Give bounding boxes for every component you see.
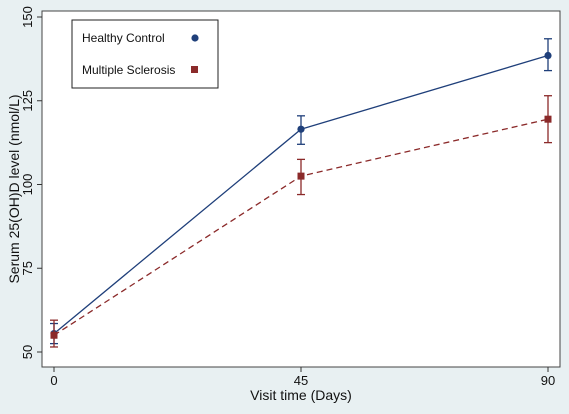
y-tick-label: 100 xyxy=(20,174,35,196)
data-point-multiple-sclerosis xyxy=(297,172,305,180)
legend: Healthy Control Multiple Sclerosis xyxy=(71,19,219,89)
y-tick-label: 125 xyxy=(20,90,35,112)
x-tick-label: 45 xyxy=(294,373,308,388)
y-axis-title: Serum 25(OH)D level (nmol/L) xyxy=(6,94,22,283)
series-multiple-sclerosis xyxy=(50,95,552,348)
legend-label-multiple-sclerosis: Multiple Sclerosis xyxy=(82,63,175,77)
data-point-healthy-control xyxy=(544,51,552,60)
y-tick-label: 50 xyxy=(20,345,35,359)
legend-marker-multiple-sclerosis xyxy=(191,66,198,73)
data-point-multiple-sclerosis xyxy=(50,331,58,339)
legend-box xyxy=(71,19,219,89)
axes: 50 75 100 125 150 0 45 90 xyxy=(20,6,555,388)
series-layer xyxy=(50,38,552,348)
x-axis-title: Visit time (Days) xyxy=(250,387,352,403)
y-tick-label: 75 xyxy=(20,261,35,275)
x-tick-label: 90 xyxy=(541,373,555,388)
x-tick-label: 0 xyxy=(50,373,57,388)
data-point-healthy-control xyxy=(297,125,305,133)
legend-label-healthy-control: Healthy Control xyxy=(82,31,165,45)
legend-marker-healthy-control xyxy=(191,34,199,42)
y-tick-label: 150 xyxy=(20,6,35,28)
data-point-multiple-sclerosis xyxy=(544,115,552,123)
